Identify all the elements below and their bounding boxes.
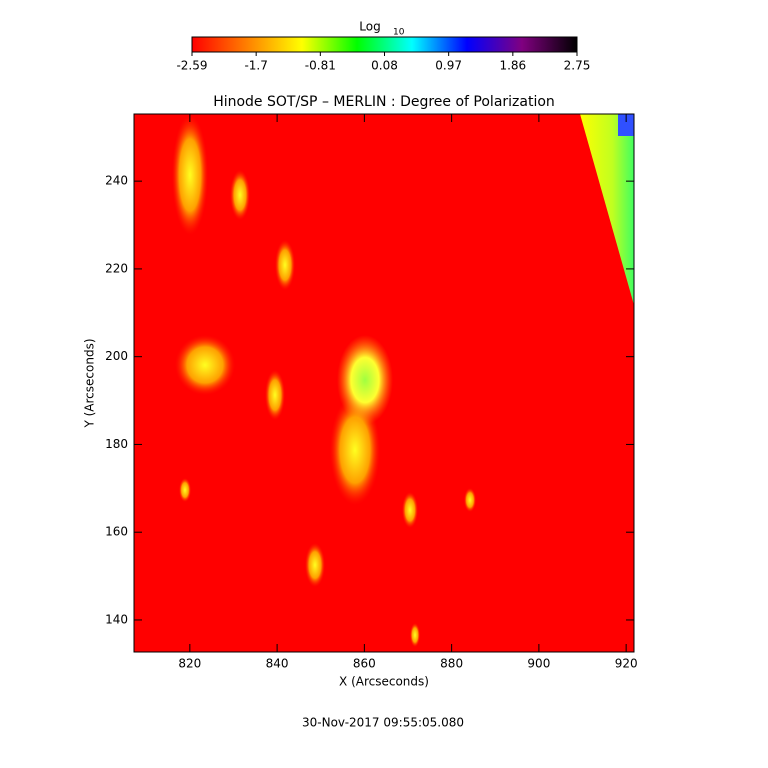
y-tick-label: 240 [105,174,128,188]
colorbar-tick-label: 0.08 [371,59,398,73]
y-tick-label: 160 [105,525,128,539]
y-tick-label: 140 [105,612,128,626]
y-tick-label: 180 [105,437,128,451]
image [134,114,634,652]
x-tick-label: 900 [527,657,550,671]
colorbar-tick-label: 0.97 [435,59,462,73]
colorbar-tick-label: -2.59 [176,59,207,73]
y-tick-label: 200 [105,349,128,363]
y-tick-label: 220 [105,261,128,275]
x-tick-label: 880 [440,657,463,671]
x-tick-label: 840 [266,657,289,671]
x-axis-label: X (Arcseconds) [339,675,429,689]
x-tick-label: 820 [178,657,201,671]
colorbar-tick-label: 1.86 [499,59,526,73]
chart-title: Hinode SOT/SP – MERLIN : Degree of Polar… [213,94,555,110]
date-annotation: 30-Nov-2017 09:55:05.080 [302,716,464,730]
colorbar-label: Log [359,20,380,34]
colorbar-tick-label: -0.81 [305,59,336,73]
colorbar-label-subscript: 10 [393,28,405,38]
x-tick-label: 860 [353,657,376,671]
x-tick-label: 920 [615,657,638,671]
colorbar-tick-label: -1.7 [244,59,267,73]
plot-frame [133,113,635,653]
colorbar [191,36,578,53]
y-axis-label: Y (Arcseconds) [83,338,97,428]
colorbar-tick-label: 2.75 [564,59,591,73]
